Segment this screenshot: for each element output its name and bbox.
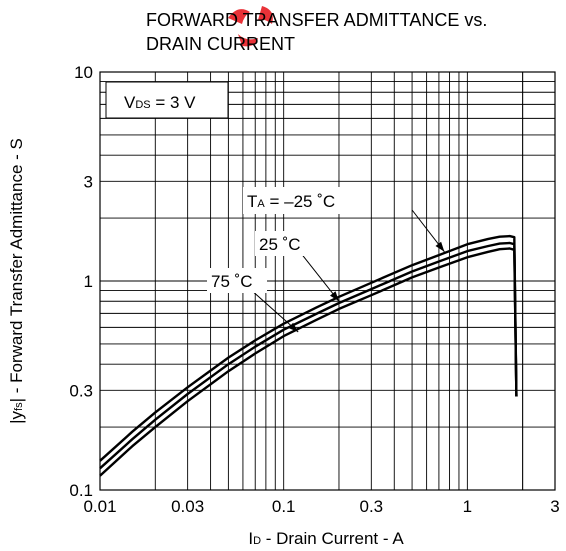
condition-box-frame — [105, 81, 229, 119]
x-tick-label-2: 0.1 — [272, 497, 296, 516]
x-axis-label: ID - Drain Current - A — [248, 529, 404, 548]
annotation-ta-25-sub: A — [257, 198, 265, 210]
series-group — [99, 234, 518, 477]
condition-label: VDS = 3 V — [124, 93, 196, 112]
y-axis-label-sub: fs — [13, 402, 25, 411]
condition-sub: DS — [135, 99, 150, 111]
annotation-75-text: 75 ˚C — [211, 272, 253, 291]
annotation-ta-25-bg — [243, 187, 369, 214]
annotation-arrow-t75 — [249, 288, 299, 333]
watermark-shape-3 — [238, 34, 258, 47]
y-tick-label-0: 0.1 — [69, 481, 93, 500]
y-axis-label-rest: | - Forward Transfer Admittance - S — [7, 138, 26, 402]
annotation-25: 25 ˚C — [255, 231, 315, 256]
annotation-25-bg — [255, 231, 315, 256]
series-line-0 — [99, 234, 518, 462]
x-tick-label-3: 0.3 — [359, 497, 383, 516]
x-tick-labels: 0.01 0.03 0.1 0.3 1 3 — [83, 497, 559, 516]
series-line-2 — [99, 247, 518, 477]
y-tick-label-4: 10 — [74, 63, 93, 82]
watermark-shape-1 — [228, 9, 250, 24]
y-tick-label-1: 0.3 — [69, 381, 93, 400]
plot-area — [99, 71, 556, 491]
y-tick-label-2: 1 — [84, 272, 93, 291]
annotation-ta-25-rest: = –25 ˚C — [265, 192, 335, 211]
chart-title-line-1: FORWARD TRANSFER ADMITTANCE vs. — [146, 10, 487, 30]
annotation-arrows — [249, 209, 445, 333]
x-axis-label-main: I — [248, 529, 253, 548]
annotation-25-text: 25 ˚C — [259, 235, 301, 254]
x-axis-label-rest: - Drain Current - A — [261, 529, 404, 548]
y-tick-label-3: 3 — [84, 172, 93, 191]
chart-title-line-2: DRAIN CURRENT — [146, 34, 295, 54]
watermark-shape-2 — [258, 6, 273, 24]
annotation-arrowhead-ta-25 — [435, 241, 445, 252]
y-axis-label: |yfs| - Forward Transfer Admittance - S — [7, 138, 26, 424]
plot-frame — [99, 71, 556, 491]
annotation-75: 75 ˚C — [207, 268, 267, 293]
annotation-ta-25-text: TA = –25 ˚C — [247, 192, 335, 211]
series-line-1 — [99, 241, 518, 470]
annotation-75-bg — [207, 268, 267, 293]
watermark-logo — [228, 6, 273, 47]
annotation-ta-25-main: T — [247, 192, 257, 211]
condition-rest: = 3 V — [151, 93, 197, 112]
x-tick-label-1: 0.03 — [171, 497, 204, 516]
annotation-arrow-t25 — [299, 251, 340, 302]
x-tick-label-4: 1 — [463, 497, 472, 516]
x-axis-label-sub: D — [253, 535, 261, 547]
annotation-ta-25: TA = –25 ˚C — [243, 187, 369, 214]
annotation-arrowhead-t25 — [330, 291, 339, 302]
condition-main: V — [124, 93, 136, 112]
y-axis-label-pre: |y — [7, 410, 26, 423]
annotation-labels: TA = –25 ˚C 25 ˚C 75 ˚C — [207, 187, 369, 293]
x-tick-label-5: 3 — [550, 497, 559, 516]
x-tick-label-0: 0.01 — [83, 497, 116, 516]
annotation-arrowhead-t75 — [288, 322, 299, 332]
y-tick-labels: 0.1 0.3 1 3 10 — [69, 63, 93, 500]
grid — [99, 72, 556, 491]
condition-box: VDS = 3 V — [105, 81, 229, 119]
